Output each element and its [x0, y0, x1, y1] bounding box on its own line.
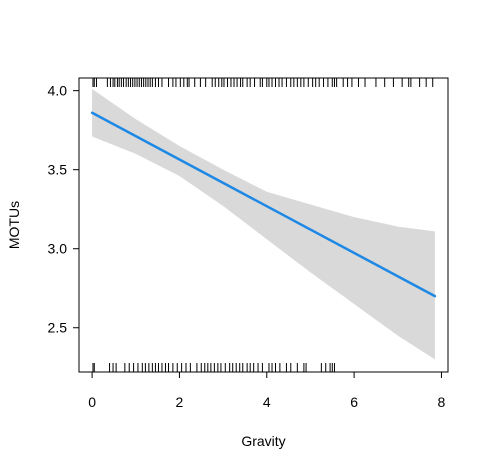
x-tick-label: 2	[176, 394, 184, 410]
plot-frame	[78, 77, 449, 373]
y-tick-label: 3.0	[48, 241, 68, 257]
confidence-band	[92, 89, 435, 360]
confidence-band-layer	[92, 89, 435, 360]
x-tick-label: 0	[88, 394, 96, 410]
y-axis-label: MOTUs	[6, 201, 22, 249]
y-axis: 2.5 3.0 3.5 4.0	[48, 83, 79, 336]
y-tick-label: 3.5	[48, 162, 68, 178]
y-tick-label: 2.5	[48, 320, 68, 336]
x-tick-label: 4	[263, 394, 271, 410]
rug-layer	[92, 78, 434, 372]
fit-line	[90, 111, 437, 298]
x-tick-label: 6	[350, 394, 358, 410]
x-axis: 0 2 4 6 8	[88, 372, 446, 410]
x-axis-label: Gravity	[241, 433, 285, 449]
y-tick-label: 4.0	[48, 83, 68, 99]
fit-line-layer	[90, 111, 437, 298]
x-tick-label: 8	[438, 394, 446, 410]
